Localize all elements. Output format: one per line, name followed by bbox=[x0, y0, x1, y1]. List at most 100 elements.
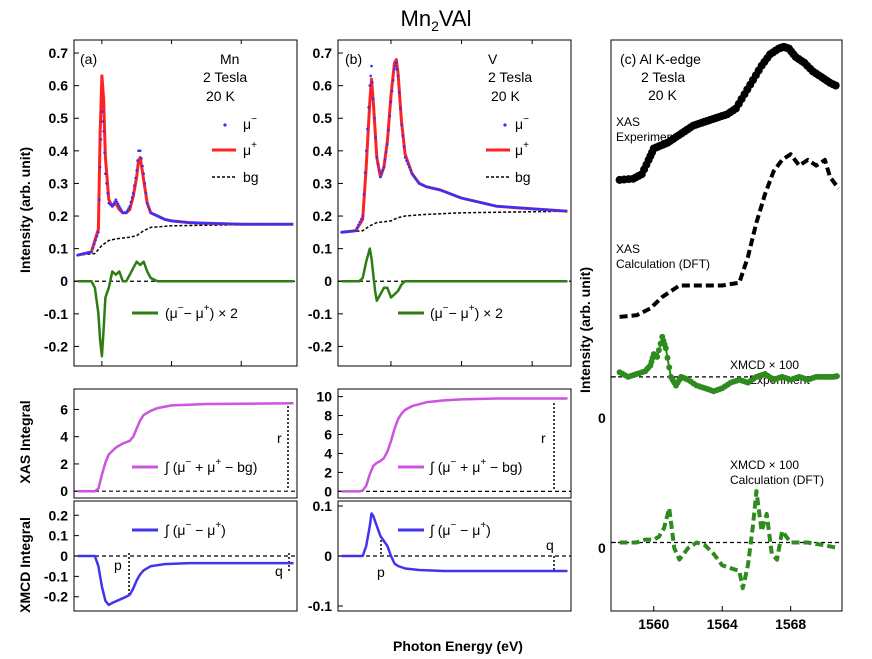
data-point bbox=[390, 89, 394, 93]
y-tick-label: -0.2 bbox=[308, 338, 332, 354]
panel-c-annotations: (c) Al K-edge 2 Tesla 20 K XAS Experimen… bbox=[598, 51, 824, 556]
y-tick-label: 4 bbox=[60, 429, 68, 445]
v_xas_integral-frame bbox=[337, 388, 572, 499]
series-bg bbox=[341, 397, 568, 493]
y-tick-label: 0 bbox=[60, 273, 68, 289]
data-point bbox=[104, 172, 107, 175]
v_xmcd_integral-axes: -0.1 0 0.1 bbox=[308, 498, 571, 614]
mn_xas_integral-axes: 0 2 4 6 bbox=[60, 401, 297, 499]
v_xas_integral-axes: 0 2 4 6 8 10 bbox=[316, 389, 571, 499]
data-point bbox=[415, 178, 418, 181]
legend-a-mu-plus: μ+ bbox=[243, 140, 257, 158]
data-point bbox=[98, 165, 102, 169]
data-point bbox=[358, 220, 362, 224]
legend-b-diff: (μ−− μ+) × 2 bbox=[430, 303, 503, 321]
y-tick-label: -0.1 bbox=[308, 598, 332, 614]
data-point bbox=[127, 207, 130, 210]
y-tick-label: 0.1 bbox=[49, 528, 69, 544]
data-point bbox=[368, 84, 372, 87]
y-tick-label: 0.3 bbox=[49, 175, 69, 191]
data-point bbox=[145, 201, 149, 205]
data-point bbox=[379, 175, 382, 179]
y-tick-label: 0.1 bbox=[49, 241, 69, 257]
data-point bbox=[410, 172, 414, 175]
data-point bbox=[144, 191, 148, 195]
y-tick-label: 0.5 bbox=[49, 110, 69, 126]
data-point bbox=[374, 136, 378, 140]
mn_l_edge-frame bbox=[73, 39, 298, 367]
label-xmcd-calc-1: XMCD × 100 bbox=[730, 458, 799, 472]
data-point bbox=[416, 180, 420, 183]
panel-a-field: 2 Tesla bbox=[203, 69, 247, 85]
series-series bbox=[341, 512, 568, 573]
data-point bbox=[396, 74, 400, 78]
data-point bbox=[392, 78, 395, 82]
legend-a-mu-minus-marker bbox=[223, 123, 227, 127]
data-point bbox=[357, 223, 360, 227]
series-series bbox=[340, 61, 568, 234]
data-point bbox=[148, 208, 151, 211]
marker-b-r: r bbox=[541, 430, 546, 446]
series-bg bbox=[77, 402, 294, 493]
panel-a-temperature: 20 K bbox=[206, 88, 235, 104]
data-point bbox=[369, 74, 373, 78]
data-point bbox=[654, 353, 661, 360]
data-point bbox=[140, 157, 143, 160]
x-axis-label: Photon Energy (eV) bbox=[393, 638, 523, 654]
data-point bbox=[666, 364, 673, 371]
data-point bbox=[372, 97, 375, 100]
data-point bbox=[371, 81, 374, 84]
data-point bbox=[111, 205, 114, 208]
data-point bbox=[133, 184, 136, 187]
data-point bbox=[400, 123, 403, 127]
data-point bbox=[120, 209, 123, 212]
series-series bbox=[77, 74, 294, 257]
panel-a-annotations: (a) Mn 2 Tesla 20 K μ− μ+ bg (μ−− μ+) × … bbox=[80, 51, 290, 597]
panel-b-annotations: (b) V 2 Tesla 20 K μ− μ+ bg (μ−− μ+) × 2… bbox=[345, 51, 555, 580]
y-tick-label: 0.5 bbox=[313, 110, 333, 126]
y-tick-label: 0 bbox=[60, 483, 68, 499]
zero-label-xmcd-calc: 0 bbox=[598, 540, 606, 556]
legend-b-xmcd-int: ∫ (μ− − μ+) bbox=[429, 520, 491, 538]
data-point bbox=[363, 171, 367, 174]
data-point bbox=[94, 238, 97, 242]
series-bg bbox=[77, 223, 294, 256]
series-bg bbox=[341, 210, 568, 234]
series-series bbox=[341, 58, 568, 234]
y-tick-label: 0 bbox=[60, 548, 68, 564]
y-tick-label: -0.1 bbox=[308, 306, 332, 322]
legend-a-xas-int: ∫ (μ− + μ+ − bg) bbox=[164, 457, 257, 475]
data-point bbox=[394, 64, 397, 68]
panel-a-label: (a) bbox=[80, 51, 97, 67]
data-point bbox=[138, 149, 142, 153]
data-point bbox=[405, 159, 408, 162]
panel-b-temperature: 20 K bbox=[491, 88, 520, 104]
data-point bbox=[90, 250, 93, 254]
x-tick-label: 1568 bbox=[775, 616, 806, 632]
data-point bbox=[370, 64, 373, 68]
data-point bbox=[105, 182, 108, 185]
series-xmcd-100-calculation-dft bbox=[619, 489, 840, 591]
data-point bbox=[366, 127, 369, 131]
panel-c-field: 2 Tesla bbox=[641, 69, 685, 85]
data-point bbox=[95, 235, 99, 238]
y-tick-label: 0.2 bbox=[313, 208, 333, 224]
data-point bbox=[412, 174, 415, 177]
data-point bbox=[564, 209, 568, 213]
legend-b-mu-plus: μ+ bbox=[515, 140, 529, 158]
data-point bbox=[403, 156, 407, 159]
data-point bbox=[364, 149, 368, 153]
y-tick-label: 0 bbox=[324, 548, 332, 564]
data-point bbox=[380, 172, 383, 175]
data-point bbox=[395, 68, 399, 71]
data-point bbox=[355, 226, 359, 230]
panel-c-label: (c) Al K-edge bbox=[620, 51, 701, 67]
legend-b-mu-minus-marker bbox=[503, 123, 507, 127]
series-xas-calculation-dft bbox=[619, 152, 841, 319]
y-label-xas-integral: XAS Integral bbox=[17, 400, 33, 483]
data-point bbox=[362, 193, 366, 196]
y-tick-label: 0.2 bbox=[49, 507, 69, 523]
data-point bbox=[116, 202, 120, 206]
label-xas-exp-2: Experiment bbox=[616, 130, 677, 144]
al_k_edge-axes: 1560 1564 1568 bbox=[638, 606, 806, 632]
